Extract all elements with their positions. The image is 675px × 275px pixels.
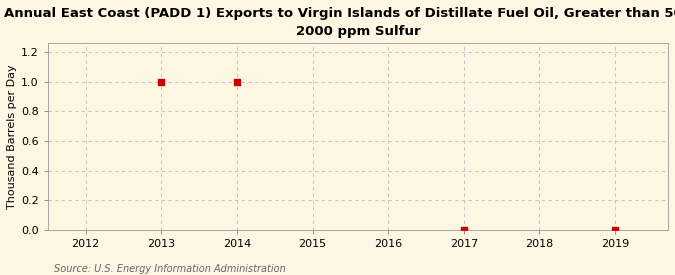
Y-axis label: Thousand Barrels per Day: Thousand Barrels per Day [7,64,17,209]
Point [156,79,167,84]
Point [610,228,620,232]
Point [458,228,469,232]
Title: Annual East Coast (PADD 1) Exports to Virgin Islands of Distillate Fuel Oil, Gre: Annual East Coast (PADD 1) Exports to Vi… [4,7,675,38]
Point [232,79,242,84]
Text: Source: U.S. Energy Information Administration: Source: U.S. Energy Information Administ… [54,264,286,274]
